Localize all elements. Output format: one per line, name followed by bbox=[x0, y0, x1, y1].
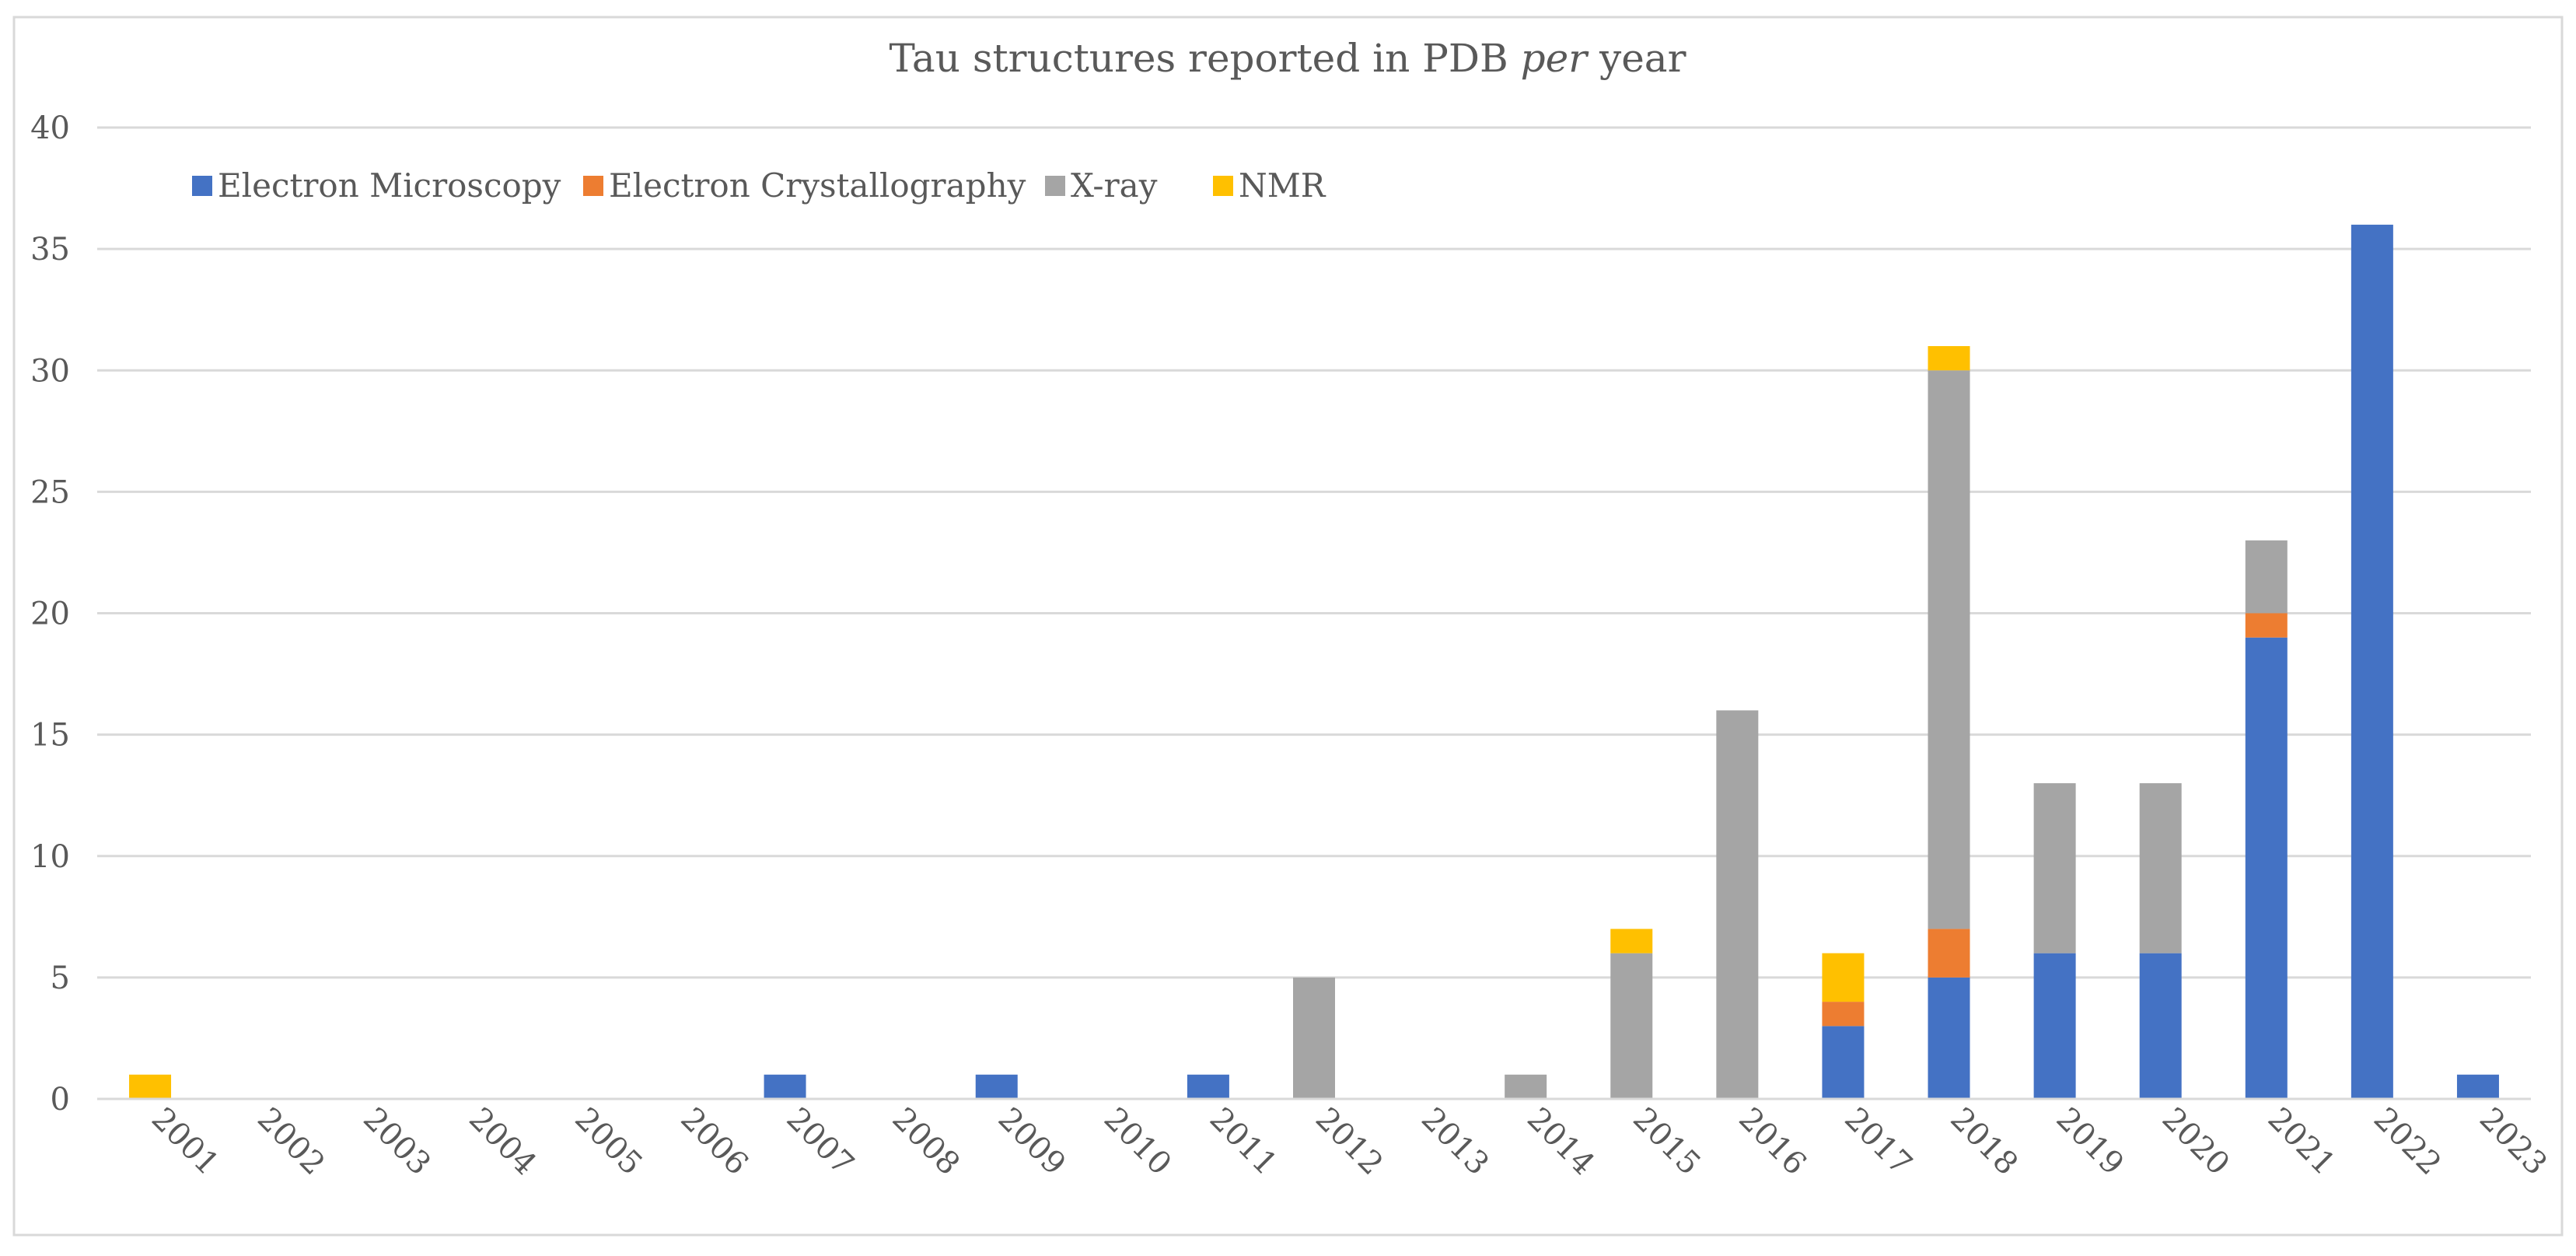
bar-segment bbox=[2139, 953, 2182, 1099]
legend-swatch bbox=[583, 176, 603, 196]
bar-segment bbox=[1505, 1074, 1547, 1099]
bar-segment bbox=[1610, 929, 1653, 953]
bar-segment bbox=[2351, 224, 2393, 1099]
bar-segment bbox=[2456, 1074, 2499, 1099]
legend-label: NMR bbox=[1239, 166, 1326, 205]
bar-segment bbox=[2245, 637, 2288, 1099]
y-tick-label: 40 bbox=[30, 110, 70, 146]
y-tick-label: 20 bbox=[30, 597, 70, 632]
bar-segment bbox=[2139, 783, 2182, 953]
chart-border bbox=[12, 16, 2564, 1237]
bar-segment bbox=[2033, 953, 2076, 1099]
legend-label: X-ray bbox=[1071, 166, 1158, 205]
bar-segment bbox=[1716, 710, 1759, 1099]
bar-segment bbox=[2245, 540, 2288, 614]
bar-segment bbox=[2245, 613, 2288, 638]
y-tick-label: 10 bbox=[30, 839, 70, 875]
bar-segment bbox=[1928, 929, 1970, 978]
y-tick-label: 0 bbox=[51, 1082, 70, 1118]
bar-segment bbox=[1822, 1026, 1865, 1099]
y-axis-tick-labels: 0 5 10 15 20 25 30 35 40 bbox=[30, 110, 70, 1118]
y-tick-label: 30 bbox=[30, 353, 70, 389]
chart-title: Tau structures reported in PDB per year bbox=[889, 36, 1686, 81]
bar-segment bbox=[2033, 783, 2076, 953]
legend-swatch bbox=[192, 176, 212, 196]
chart-title-italic: per bbox=[1521, 36, 1590, 81]
bar-segment bbox=[1187, 1074, 1229, 1099]
bar-segment bbox=[1822, 953, 1865, 1002]
bar-segment bbox=[1610, 953, 1653, 1099]
legend: Electron Microscopy Electron Crystallogra… bbox=[192, 166, 1326, 205]
legend-label: Electron Crystallography bbox=[609, 166, 1026, 205]
y-tick-label: 15 bbox=[30, 718, 70, 754]
bar-segment bbox=[1928, 977, 1970, 1099]
bars bbox=[129, 224, 2499, 1099]
bar-segment bbox=[129, 1074, 172, 1099]
chart-title-part-1: Tau structures reported in PDB bbox=[889, 36, 1520, 81]
bar-segment bbox=[1293, 977, 1335, 1099]
y-tick-label: 5 bbox=[51, 960, 70, 996]
legend-swatch bbox=[1213, 176, 1233, 196]
bar-segment bbox=[764, 1074, 806, 1099]
legend-label: Electron Microscopy bbox=[218, 166, 561, 205]
chart-title-part-2: year bbox=[1587, 36, 1686, 81]
bar-segment bbox=[975, 1074, 1018, 1099]
y-tick-label: 35 bbox=[30, 232, 70, 268]
gridlines bbox=[97, 126, 2531, 979]
legend-swatch bbox=[1045, 176, 1065, 196]
y-tick-label: 25 bbox=[30, 474, 70, 510]
bar-segment bbox=[1928, 370, 1970, 929]
bar-segment bbox=[1928, 346, 1970, 371]
bar-segment bbox=[1822, 1002, 1865, 1027]
